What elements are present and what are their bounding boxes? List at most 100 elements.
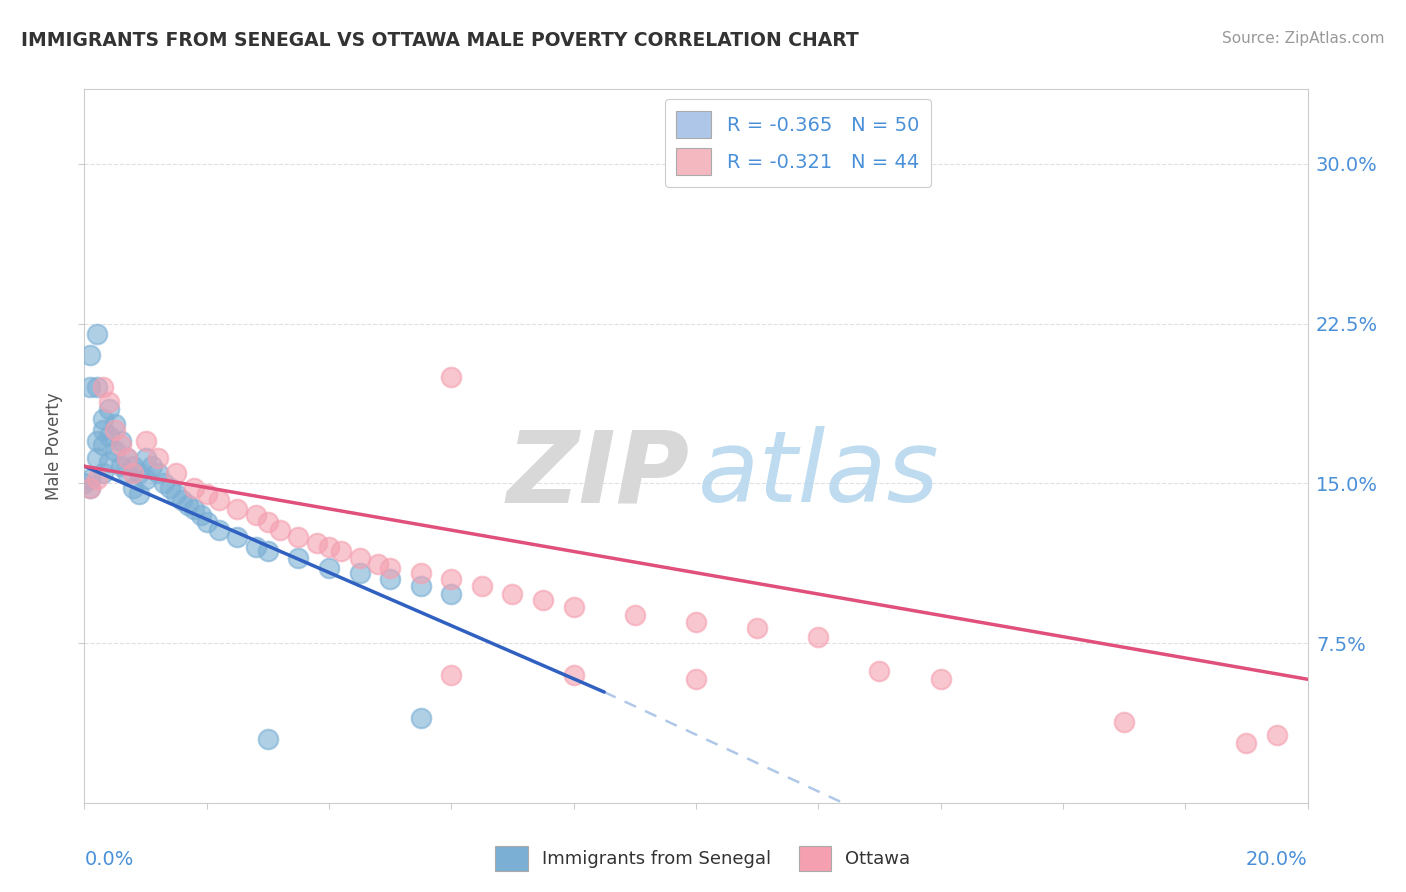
Point bbox=[115, 450, 138, 465]
Point bbox=[79, 481, 101, 495]
Point bbox=[380, 572, 402, 586]
Point bbox=[245, 508, 267, 523]
Point bbox=[318, 561, 340, 575]
Point bbox=[122, 481, 145, 495]
Point bbox=[165, 466, 187, 480]
Point bbox=[245, 540, 267, 554]
Legend: R = -0.365   N = 50, R = -0.321   N = 44: R = -0.365 N = 50, R = -0.321 N = 44 bbox=[665, 99, 931, 187]
Point bbox=[91, 380, 114, 394]
Point bbox=[110, 438, 132, 452]
Point bbox=[79, 380, 101, 394]
Point bbox=[97, 395, 120, 409]
Point bbox=[91, 466, 114, 480]
Point bbox=[349, 566, 371, 580]
Point bbox=[318, 540, 340, 554]
Text: 20.0%: 20.0% bbox=[1246, 850, 1308, 869]
Point bbox=[135, 434, 157, 448]
Point bbox=[226, 529, 249, 543]
Point bbox=[104, 417, 127, 431]
Point bbox=[115, 466, 138, 480]
Point bbox=[685, 672, 707, 686]
Point bbox=[190, 508, 212, 523]
Point bbox=[531, 593, 554, 607]
Point bbox=[122, 459, 145, 474]
Point bbox=[1114, 714, 1136, 729]
Y-axis label: Male Poverty: Male Poverty bbox=[45, 392, 63, 500]
Point bbox=[208, 493, 231, 508]
Point bbox=[409, 710, 432, 724]
Point bbox=[128, 487, 150, 501]
Point bbox=[440, 369, 463, 384]
Point bbox=[104, 423, 127, 437]
Point bbox=[747, 621, 769, 635]
Point bbox=[226, 501, 249, 516]
Point bbox=[73, 476, 96, 491]
Point bbox=[97, 455, 120, 469]
Point bbox=[146, 450, 169, 465]
Legend: Immigrants from Senegal, Ottawa: Immigrants from Senegal, Ottawa bbox=[488, 838, 918, 879]
Point bbox=[79, 349, 101, 363]
Point bbox=[86, 434, 108, 448]
Point bbox=[146, 466, 169, 480]
Point bbox=[195, 515, 218, 529]
Text: IMMIGRANTS FROM SENEGAL VS OTTAWA MALE POVERTY CORRELATION CHART: IMMIGRANTS FROM SENEGAL VS OTTAWA MALE P… bbox=[21, 31, 859, 50]
Point bbox=[349, 550, 371, 565]
Point bbox=[440, 587, 463, 601]
Point bbox=[135, 450, 157, 465]
Point bbox=[562, 668, 585, 682]
Point bbox=[287, 550, 309, 565]
Point bbox=[91, 438, 114, 452]
Point bbox=[380, 561, 402, 575]
Point bbox=[172, 493, 194, 508]
Point bbox=[135, 472, 157, 486]
Point bbox=[115, 450, 138, 465]
Point bbox=[128, 466, 150, 480]
Point bbox=[79, 481, 101, 495]
Point bbox=[562, 599, 585, 614]
Point bbox=[110, 434, 132, 448]
Point bbox=[141, 459, 163, 474]
Point bbox=[183, 501, 205, 516]
Point bbox=[287, 529, 309, 543]
Point bbox=[86, 380, 108, 394]
Point bbox=[91, 412, 114, 426]
Point bbox=[183, 481, 205, 495]
Point bbox=[440, 668, 463, 682]
Point bbox=[685, 615, 707, 629]
Point bbox=[471, 578, 494, 592]
Point bbox=[122, 466, 145, 480]
Text: 0.0%: 0.0% bbox=[84, 850, 134, 869]
Point bbox=[409, 566, 432, 580]
Point bbox=[1265, 728, 1288, 742]
Point bbox=[153, 476, 176, 491]
Point bbox=[305, 536, 328, 550]
Point bbox=[86, 327, 108, 342]
Point bbox=[159, 481, 181, 495]
Point bbox=[502, 587, 524, 601]
Point bbox=[104, 444, 127, 458]
Point bbox=[869, 664, 891, 678]
Point bbox=[91, 423, 114, 437]
Point bbox=[79, 472, 101, 486]
Point bbox=[86, 450, 108, 465]
Point bbox=[1236, 736, 1258, 750]
Point bbox=[624, 608, 647, 623]
Point bbox=[177, 498, 200, 512]
Point bbox=[97, 401, 120, 416]
Point bbox=[97, 429, 120, 443]
Point bbox=[110, 459, 132, 474]
Text: Source: ZipAtlas.com: Source: ZipAtlas.com bbox=[1222, 31, 1385, 46]
Point bbox=[367, 558, 389, 572]
Point bbox=[440, 572, 463, 586]
Point bbox=[208, 523, 231, 537]
Point bbox=[807, 630, 830, 644]
Point bbox=[929, 672, 952, 686]
Point bbox=[409, 578, 432, 592]
Point bbox=[257, 731, 280, 746]
Point bbox=[257, 544, 280, 558]
Point bbox=[269, 523, 291, 537]
Point bbox=[86, 472, 108, 486]
Point bbox=[257, 515, 280, 529]
Text: ZIP: ZIP bbox=[506, 426, 689, 523]
Text: atlas: atlas bbox=[697, 426, 939, 523]
